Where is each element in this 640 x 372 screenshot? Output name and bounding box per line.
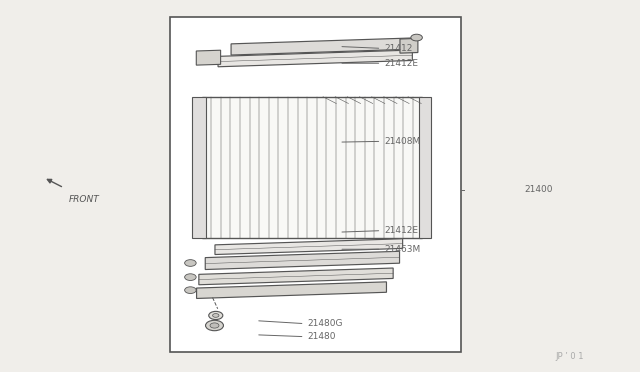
Text: 21480: 21480 — [307, 332, 336, 341]
Text: JP ’ 0 1: JP ’ 0 1 — [556, 352, 584, 361]
Polygon shape — [199, 268, 393, 285]
Polygon shape — [400, 38, 418, 53]
Bar — [192, 97, 206, 238]
Text: FRONT: FRONT — [69, 195, 100, 204]
Text: 21412: 21412 — [384, 44, 412, 53]
Bar — [202, 97, 422, 238]
Text: 21463M: 21463M — [384, 245, 420, 254]
Circle shape — [185, 274, 196, 280]
Bar — [170, 17, 461, 352]
Text: 21480G: 21480G — [307, 319, 342, 328]
Polygon shape — [218, 50, 412, 67]
Text: 21400: 21400 — [525, 185, 554, 194]
Text: 21408M: 21408M — [384, 137, 420, 146]
Circle shape — [212, 314, 219, 317]
Circle shape — [185, 260, 196, 266]
Polygon shape — [205, 251, 399, 270]
Text: 21412E: 21412E — [384, 226, 418, 235]
Polygon shape — [231, 38, 412, 55]
Text: 21412E: 21412E — [384, 59, 418, 68]
Circle shape — [185, 287, 196, 294]
Circle shape — [210, 323, 219, 328]
Circle shape — [209, 311, 223, 320]
Circle shape — [205, 320, 223, 331]
Polygon shape — [196, 282, 387, 298]
Circle shape — [411, 34, 422, 41]
Bar — [419, 97, 431, 238]
Polygon shape — [196, 50, 221, 65]
Polygon shape — [215, 239, 403, 254]
